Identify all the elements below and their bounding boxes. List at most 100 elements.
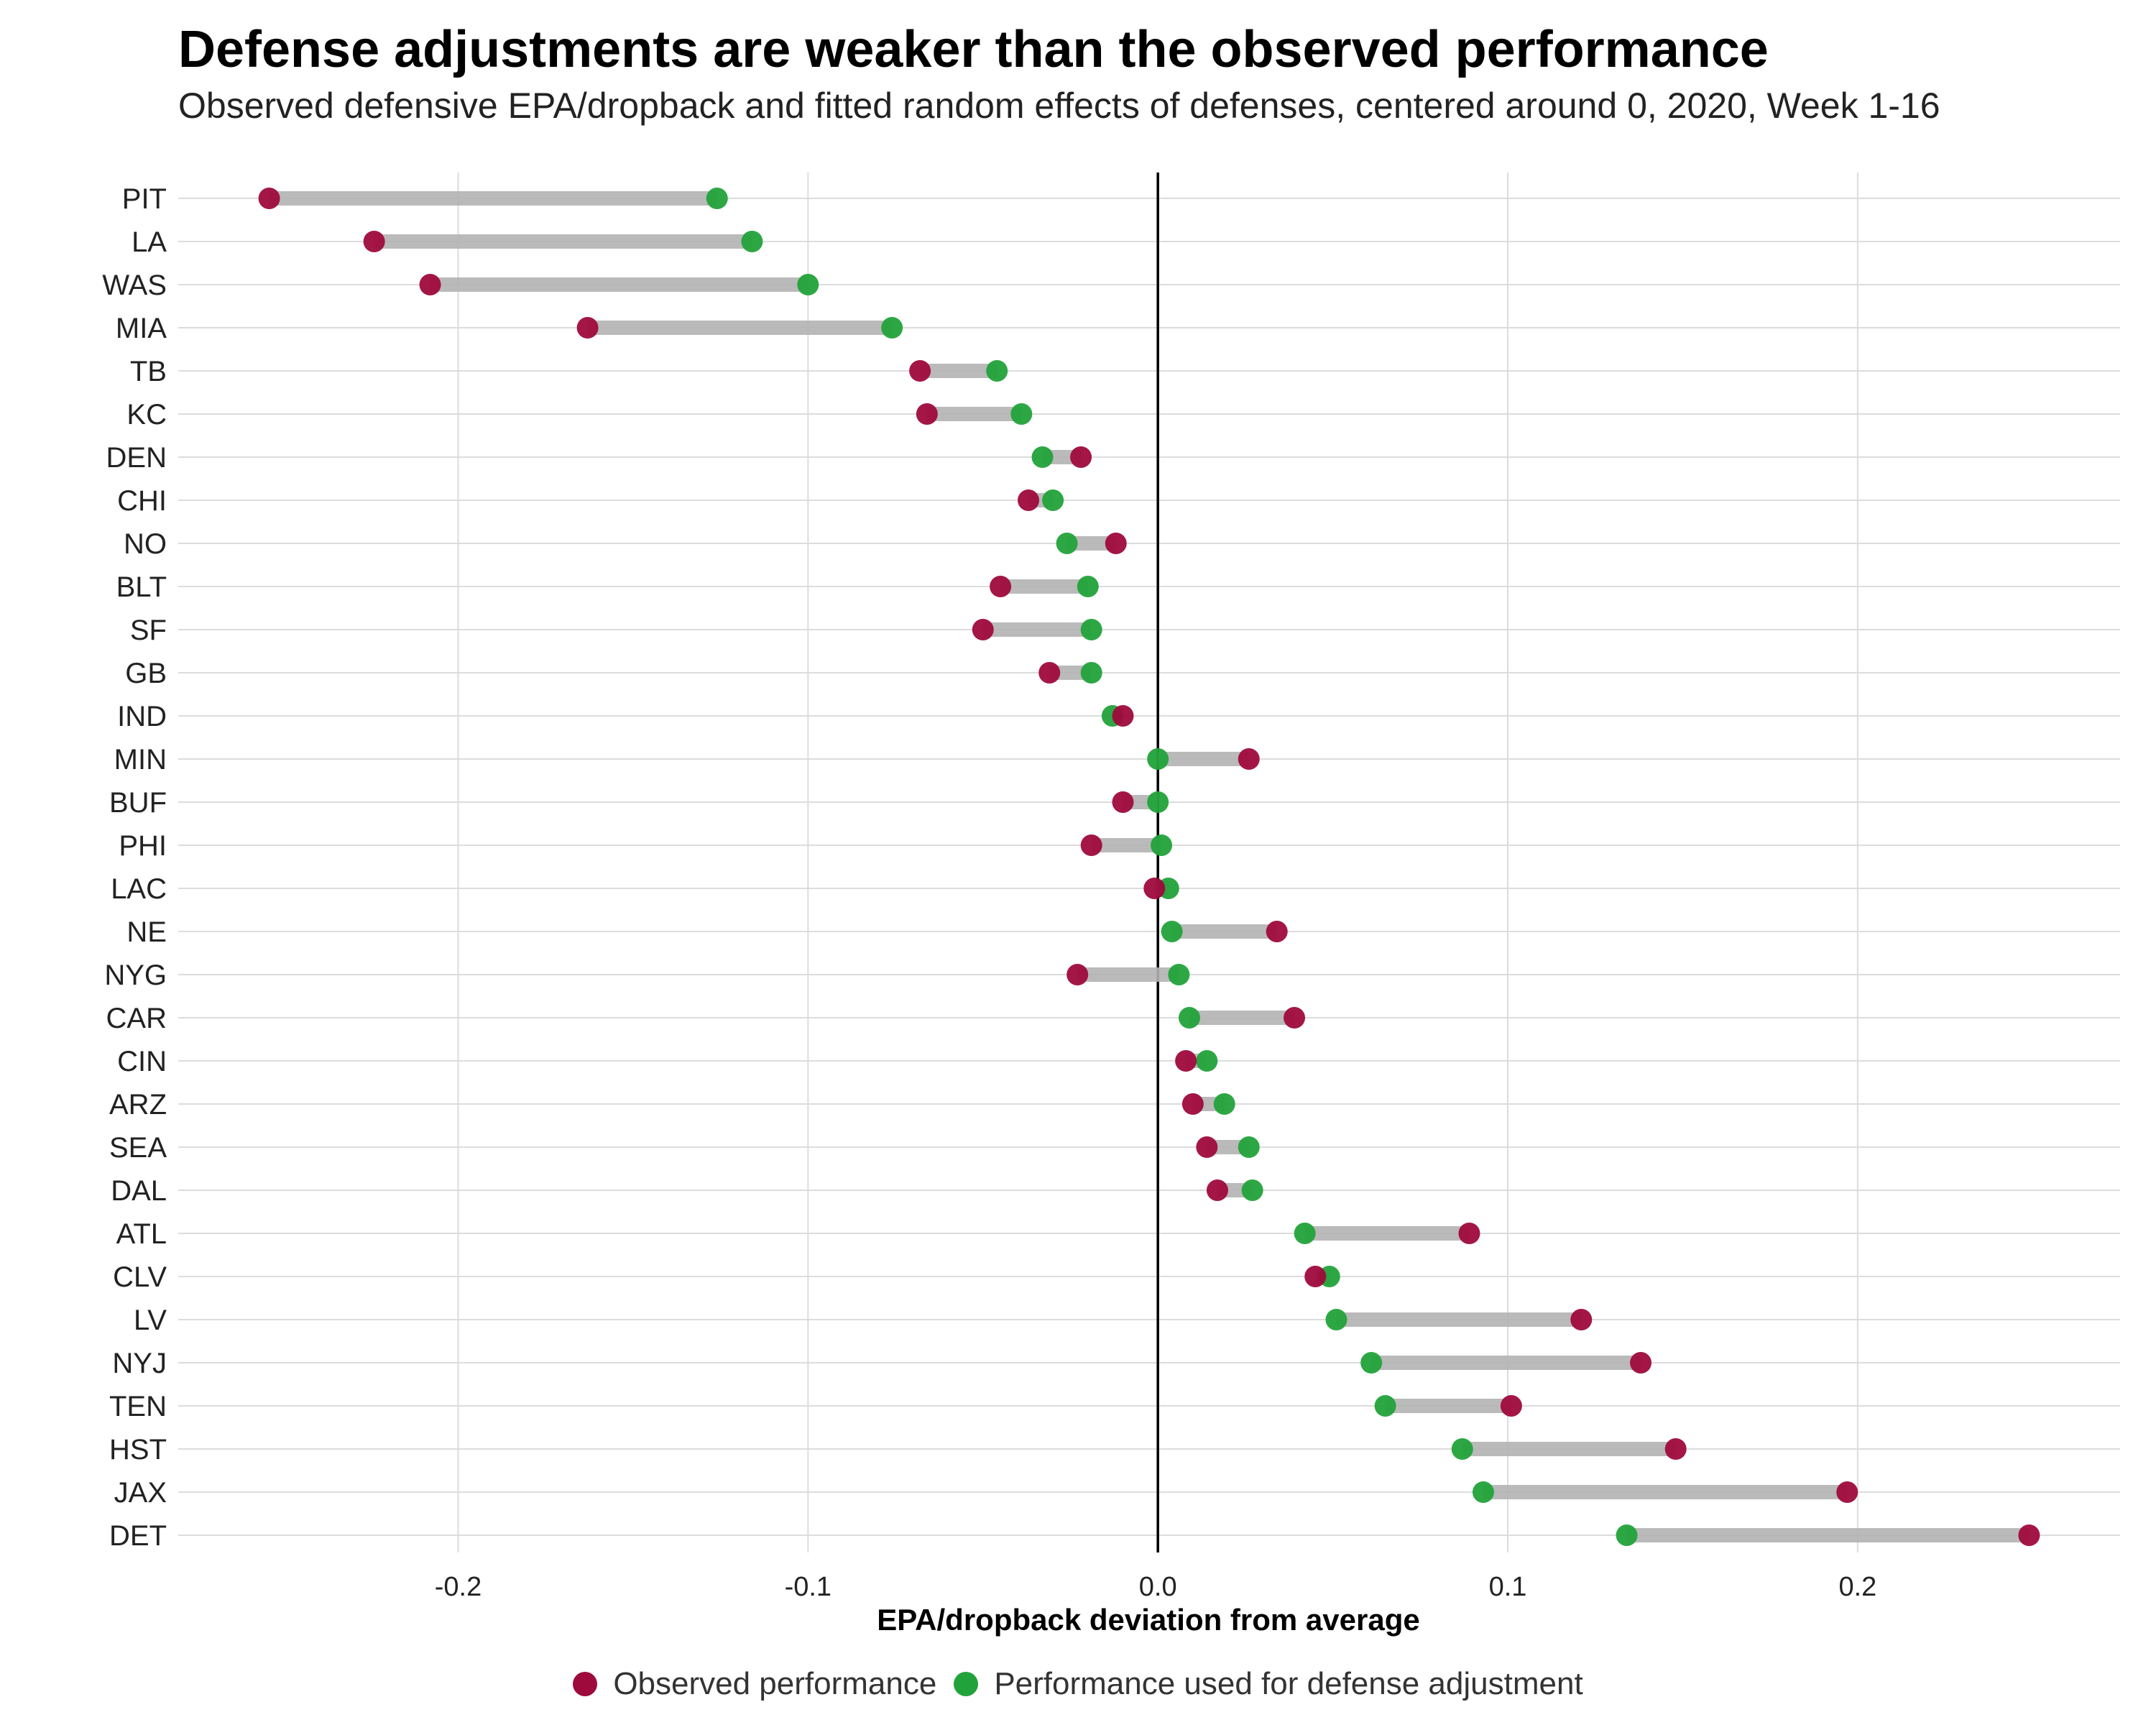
- observed-point: [1080, 834, 1102, 856]
- y-tick-label: IND: [117, 701, 167, 732]
- x-tick-label: 0.0: [1139, 1572, 1177, 1602]
- adjusted-point: [1010, 403, 1033, 425]
- adjusted-point: [1472, 1481, 1494, 1503]
- observed-point: [1458, 1223, 1480, 1244]
- observed-point: [1038, 662, 1061, 684]
- adjusted-point: [1178, 1007, 1200, 1029]
- adjusted-point: [1151, 834, 1173, 856]
- adjusted-point: [881, 317, 903, 339]
- observed-point: [1196, 1136, 1218, 1158]
- y-tick-label: JAX: [114, 1477, 167, 1509]
- observed-point: [1112, 705, 1134, 727]
- y-tick-label: CAR: [106, 1003, 167, 1034]
- adjusted-point: [1360, 1352, 1383, 1374]
- legend-swatch-adjusted: [954, 1672, 979, 1696]
- observed-point: [1018, 489, 1040, 511]
- legend: Observed performance Performance used fo…: [0, 1666, 2156, 1702]
- x-axis-labels: -0.2 -0.1 0.0 0.1 0.2: [435, 1572, 1877, 1602]
- x-tick-label: -0.1: [785, 1572, 831, 1602]
- observed-point: [1266, 921, 1288, 942]
- x-tick-label: 0.2: [1838, 1572, 1876, 1602]
- adjusted-point: [1325, 1309, 1348, 1330]
- observed-point: [576, 317, 599, 339]
- observed-point: [1181, 1093, 1204, 1115]
- observed-point: [1836, 1481, 1858, 1503]
- legend-item-observed: Observed performance: [573, 1666, 936, 1702]
- adjusted-point: [1147, 748, 1169, 770]
- adjusted-point: [1042, 489, 1064, 511]
- x-tick-label: 0.1: [1489, 1572, 1527, 1602]
- adjusted-point: [706, 188, 728, 209]
- y-tick-label: BLT: [116, 571, 167, 603]
- y-tick-label: SEA: [109, 1132, 167, 1164]
- adjusted-point: [1241, 1179, 1263, 1201]
- y-tick-label: KC: [126, 399, 167, 431]
- y-tick-label: WAS: [102, 270, 167, 301]
- chart-subtitle: Observed defensive EPA/dropback and fitt…: [178, 86, 1940, 126]
- y-tick-label: GB: [125, 658, 167, 689]
- y-tick-label: CHI: [117, 485, 167, 517]
- observed-point: [1238, 748, 1260, 770]
- adjusted-point: [986, 360, 1008, 382]
- observed-point: [258, 188, 280, 209]
- adjusted-point: [1168, 964, 1190, 985]
- legend-label-adjusted: Performance used for defense adjustment: [994, 1666, 1583, 1701]
- observed-point: [916, 403, 938, 425]
- y-tick-label: NE: [126, 916, 167, 948]
- adjusted-point: [1213, 1093, 1235, 1115]
- legend-swatch-observed: [573, 1672, 598, 1696]
- observed-point: [1570, 1309, 1593, 1330]
- observed-point: [419, 274, 441, 295]
- points: [258, 188, 2040, 1546]
- y-tick-label: CIN: [117, 1046, 167, 1077]
- y-tick-label: TEN: [109, 1391, 167, 1422]
- adjusted-point: [1161, 921, 1183, 942]
- y-tick-label: TB: [130, 356, 167, 387]
- y-tick-label: DET: [109, 1520, 167, 1552]
- observed-point: [1105, 533, 1127, 554]
- adjusted-point: [741, 231, 763, 252]
- y-tick-label: HST: [109, 1434, 167, 1466]
- y-tick-label: CLV: [113, 1261, 167, 1293]
- adjusted-point: [1031, 446, 1054, 468]
- adjusted-point: [1374, 1395, 1396, 1417]
- y-tick-label: NYJ: [112, 1348, 167, 1379]
- grid-lines: [178, 172, 2120, 1552]
- observed-point: [1664, 1438, 1687, 1460]
- y-tick-label: NYG: [104, 960, 167, 991]
- y-tick-label: PIT: [122, 183, 167, 215]
- observed-point: [1112, 791, 1134, 813]
- adjusted-point: [1147, 791, 1169, 813]
- adjusted-point: [1294, 1223, 1316, 1244]
- adjusted-point: [1196, 1050, 1218, 1072]
- y-tick-label: LA: [132, 226, 167, 258]
- observed-point: [1143, 878, 1166, 899]
- adjusted-point: [1616, 1524, 1638, 1546]
- observed-point: [1067, 964, 1089, 985]
- adjusted-point: [1056, 533, 1078, 554]
- y-tick-label: ATL: [116, 1218, 167, 1250]
- observed-point: [1304, 1266, 1327, 1287]
- y-tick-label: PHI: [119, 830, 167, 862]
- observed-point: [909, 360, 931, 382]
- chart-title: Defense adjustments are weaker than the …: [178, 21, 1769, 78]
- observed-point: [363, 231, 385, 252]
- adjusted-point: [1080, 619, 1102, 640]
- observed-point: [2018, 1524, 2040, 1546]
- observed-point: [1175, 1050, 1197, 1072]
- y-tick-label: LV: [134, 1305, 167, 1336]
- y-tick-label: ARZ: [109, 1089, 167, 1121]
- y-tick-label: LAC: [111, 873, 167, 905]
- observed-point: [1630, 1352, 1652, 1374]
- y-tick-label: DEN: [106, 442, 167, 474]
- legend-item-adjusted: Performance used for defense adjustment: [954, 1666, 1583, 1702]
- connectors: [269, 191, 2030, 1542]
- observed-point: [990, 576, 1012, 597]
- adjusted-point: [1238, 1136, 1260, 1158]
- adjusted-point: [797, 274, 819, 295]
- x-axis-title: EPA/dropback deviation from average: [877, 1603, 1419, 1637]
- y-tick-label: NO: [124, 528, 167, 560]
- x-tick-label: -0.2: [435, 1572, 482, 1602]
- y-tick-label: MIA: [116, 313, 167, 344]
